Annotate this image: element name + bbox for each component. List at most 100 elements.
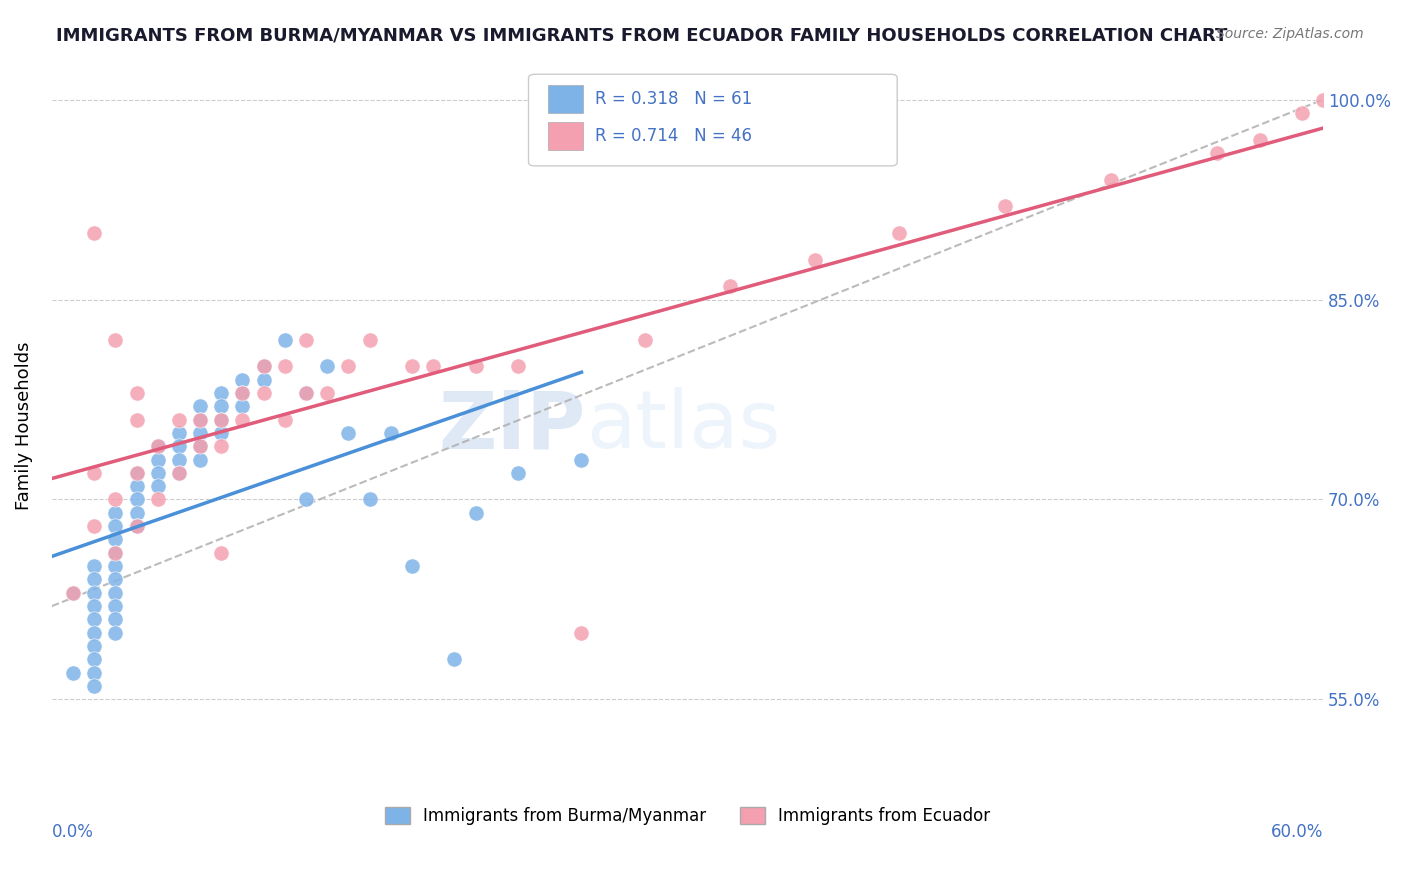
Point [422,359,444,374]
Point [209,425,232,440]
Point [718,279,741,293]
Text: Source: ZipAtlas.com: Source: ZipAtlas.com [1216,27,1364,41]
Point [253,372,276,386]
Point [83,625,105,640]
Point [62,665,84,680]
Point [295,333,318,347]
Point [209,546,232,560]
Point [146,479,169,493]
FancyBboxPatch shape [547,86,583,113]
Point [464,359,486,374]
Point [337,425,360,440]
Point [188,452,211,467]
Point [167,412,190,426]
Point [380,425,402,440]
Point [83,519,105,533]
Legend: Immigrants from Burma/Myanmar, Immigrants from Ecuador: Immigrants from Burma/Myanmar, Immigrant… [378,801,997,832]
Point [125,466,148,480]
Point [83,559,105,574]
Point [571,452,593,467]
Text: atlas: atlas [586,387,780,466]
Point [506,359,529,374]
Point [188,439,211,453]
Point [209,412,232,426]
Point [104,333,127,347]
Point [125,519,148,533]
Point [295,385,318,400]
Point [125,385,148,400]
Point [253,385,276,400]
Point [104,586,127,600]
Point [188,399,211,413]
Point [83,573,105,587]
Point [401,559,423,574]
Point [889,226,911,240]
Point [104,519,127,533]
FancyBboxPatch shape [529,74,897,166]
Point [146,439,169,453]
Point [167,466,190,480]
Point [1206,145,1229,160]
Point [125,466,148,480]
Point [83,466,105,480]
Point [104,573,127,587]
Y-axis label: Family Households: Family Households [15,342,32,510]
Text: R = 0.714   N = 46: R = 0.714 N = 46 [595,127,752,145]
Point [83,586,105,600]
Text: ZIP: ZIP [439,387,586,466]
Point [83,679,105,693]
Point [83,612,105,626]
Point [167,466,190,480]
Point [337,359,360,374]
Point [295,492,318,507]
Point [506,466,529,480]
Point [188,439,211,453]
Point [253,359,276,374]
Point [104,533,127,547]
Point [104,612,127,626]
Point [146,466,169,480]
Point [104,599,127,614]
Point [1291,106,1313,120]
Point [146,452,169,467]
Point [188,412,211,426]
Point [443,652,465,666]
Point [62,586,84,600]
Point [274,333,297,347]
Point [316,385,339,400]
Point [253,359,276,374]
Point [125,519,148,533]
Point [231,385,253,400]
Point [274,412,297,426]
Point [209,412,232,426]
Point [464,506,486,520]
Point [994,199,1017,213]
Point [125,506,148,520]
Point [1099,172,1122,186]
Point [231,385,253,400]
Point [188,412,211,426]
Point [104,559,127,574]
Point [209,439,232,453]
Point [83,665,105,680]
Point [209,399,232,413]
Point [316,359,339,374]
Point [83,226,105,240]
Point [571,625,593,640]
Text: 60.0%: 60.0% [1271,823,1323,841]
Point [83,639,105,653]
Point [295,385,318,400]
Point [231,399,253,413]
Point [167,452,190,467]
Point [146,439,169,453]
Point [231,412,253,426]
Point [167,439,190,453]
Point [634,333,657,347]
Point [146,492,169,507]
Text: IMMIGRANTS FROM BURMA/MYANMAR VS IMMIGRANTS FROM ECUADOR FAMILY HOUSEHOLDS CORRE: IMMIGRANTS FROM BURMA/MYANMAR VS IMMIGRA… [56,27,1227,45]
Point [104,546,127,560]
Text: R = 0.318   N = 61: R = 0.318 N = 61 [595,90,752,108]
Point [125,479,148,493]
Point [401,359,423,374]
FancyBboxPatch shape [547,122,583,150]
